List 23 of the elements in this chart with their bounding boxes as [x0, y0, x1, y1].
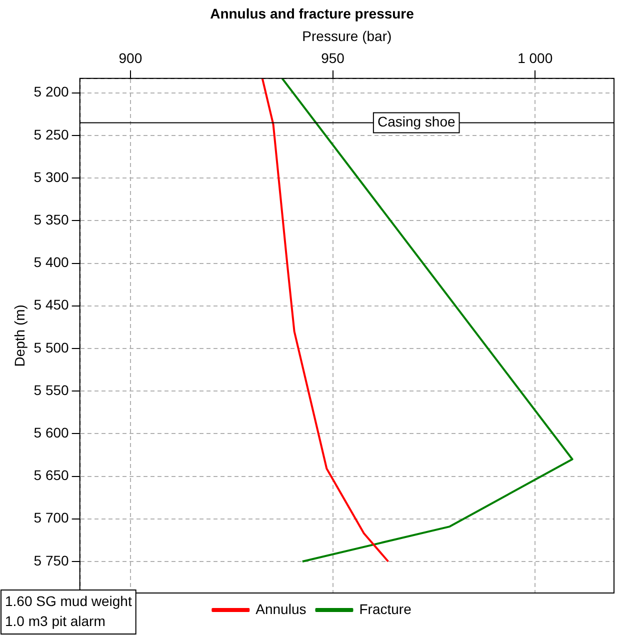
y-tick-label: 5 550 — [34, 382, 70, 398]
y-tick-label: 5 450 — [34, 296, 70, 313]
x-tick-label: 1 000 — [518, 50, 553, 66]
x-tick-label: 900 — [118, 50, 142, 66]
y-tick-label: 5 600 — [34, 424, 70, 441]
x-tick-label: 950 — [321, 50, 345, 66]
y-tick-label: 5 700 — [34, 510, 70, 526]
y-tick-label: 5 200 — [34, 84, 70, 100]
y-tick-label: 5 250 — [34, 126, 70, 142]
y-tick-label: 5 300 — [34, 168, 70, 185]
y-tick-label: 5 750 — [34, 552, 70, 568]
legend-label: Fracture — [359, 600, 412, 617]
x-axis-title: Pressure (bar) — [302, 28, 392, 44]
y-axis-title: Depth (m) — [11, 304, 28, 367]
y-tick-label: 5 350 — [34, 212, 70, 228]
ref-line-label: Casing shoe — [377, 114, 456, 130]
legend-label: Annulus — [256, 600, 306, 617]
y-tick-label: 5 650 — [34, 467, 70, 484]
text: 1.0 m3 pit alarm — [5, 612, 106, 629]
chart-title: Annulus and fracture pressure — [210, 5, 414, 22]
y-tick-label: 5 400 — [34, 254, 70, 270]
y-tick-label: 5 500 — [34, 339, 70, 356]
annotation: 1.60 SG mud weight — [5, 592, 132, 609]
